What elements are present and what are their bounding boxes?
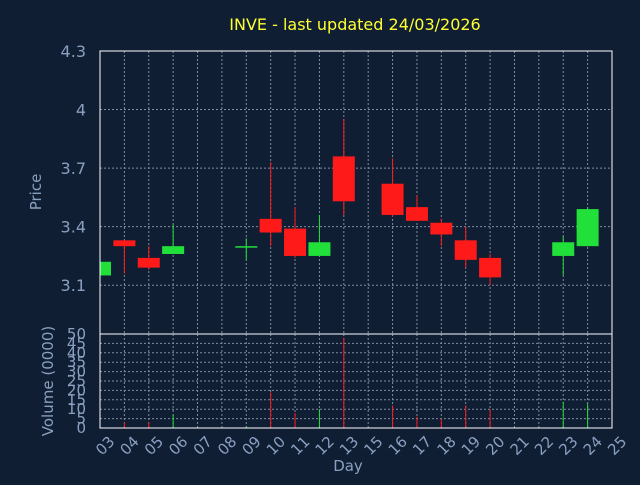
volume-axis-label: Volume (0000) (39, 326, 57, 436)
x-tick-label: 13 (336, 433, 362, 459)
price-panel-frame (99, 50, 613, 335)
x-tick-label: 22 (531, 433, 557, 459)
candle-body (162, 246, 185, 254)
price-tick-label: 3.1 (61, 276, 86, 295)
volume-grid (99, 333, 613, 429)
x-tick-label: 03 (92, 433, 118, 459)
x-tick-label: 05 (141, 433, 167, 459)
candles (99, 119, 599, 286)
x-tick-label: 10 (263, 433, 289, 459)
price-tick-label: 4 (76, 101, 86, 120)
x-tick-label: 06 (165, 433, 191, 459)
volume-panel-frame (99, 333, 613, 429)
x-tick-label: 20 (482, 433, 508, 459)
x-axis-label: Day (333, 457, 363, 475)
price-tick-labels: 3.1 3.4 3.7 4 4.3 (61, 42, 86, 295)
candle-body (454, 240, 477, 260)
candle-body (332, 156, 355, 202)
candle-body (381, 183, 404, 215)
x-tick-label: 07 (190, 433, 216, 459)
volume-tick-label: 0 (76, 419, 86, 437)
volume-tick-label: 35 (67, 353, 86, 371)
candle-body (430, 222, 453, 235)
chart-title: INVE - last updated 24/03/2026 (229, 15, 480, 34)
volume-tick-label: 50 (67, 325, 86, 343)
x-tick-label: 11 (287, 433, 313, 459)
candle-body (576, 209, 599, 247)
x-tick-label: 09 (238, 433, 264, 459)
candle-body (552, 242, 575, 256)
volume-tick-label: 30 (67, 363, 86, 381)
x-tick-label: 25 (604, 433, 630, 459)
x-tick-label: 23 (555, 433, 581, 459)
candle-body (113, 240, 136, 247)
x-tick-label: 15 (360, 433, 386, 459)
volume-tick-label: 45 (67, 334, 86, 352)
volume-tick-label: 40 (67, 344, 86, 362)
x-tick-label: 24 (580, 433, 606, 459)
x-tick-label: 19 (458, 433, 484, 459)
volume-tick-label: 5 (76, 410, 86, 428)
price-tick-label: 4.3 (61, 42, 86, 61)
price-grid (99, 50, 613, 334)
x-tick-label: 04 (117, 433, 143, 459)
candle-body (100, 261, 111, 276)
candle-body (308, 242, 331, 256)
candle-body (235, 246, 258, 248)
volume-tick-label: 10 (67, 400, 86, 418)
x-tick-label: 16 (385, 433, 411, 459)
x-tick-label: 17 (409, 433, 435, 459)
candle-body (137, 257, 160, 268)
x-tick-label: 18 (433, 433, 459, 459)
volume-tick-label: 15 (67, 391, 86, 409)
volume-tick-label: 25 (67, 372, 86, 390)
x-tick-labels: 0304050607080910111213151617181920212223… (92, 433, 630, 459)
candle-body (405, 207, 428, 221)
candle-body (479, 257, 502, 278)
x-tick-label: 21 (507, 433, 533, 459)
x-tick-label: 12 (312, 433, 338, 459)
x-tick-label: 08 (214, 433, 240, 459)
price-tick-label: 3.4 (61, 218, 86, 237)
candle-body (284, 228, 307, 256)
price-tick-label: 3.7 (61, 159, 86, 178)
price-axis-label: Price (27, 174, 45, 211)
candle-body (259, 218, 282, 233)
volume-tick-label: 20 (67, 381, 86, 399)
